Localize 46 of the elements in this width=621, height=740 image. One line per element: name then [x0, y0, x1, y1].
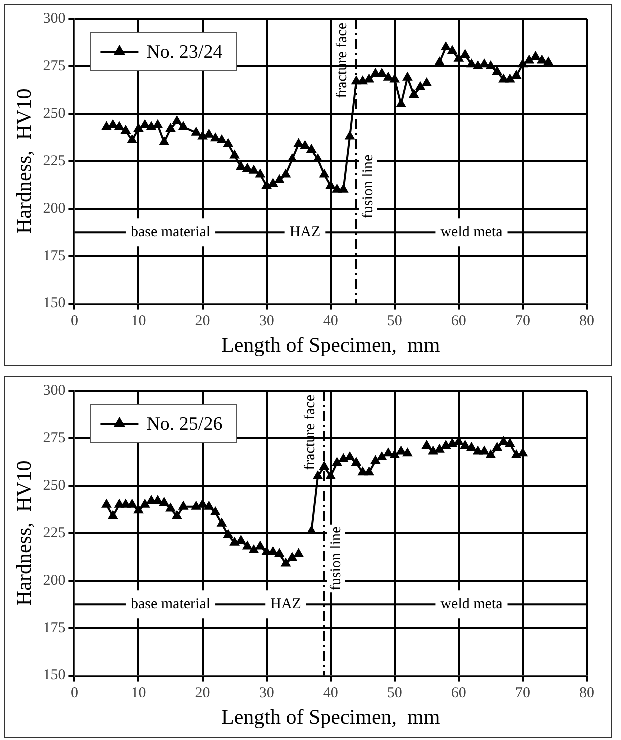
legend-label: No. 23/24 [146, 42, 224, 63]
annotation: HAZ [290, 224, 321, 241]
x-tick-label: 60 [451, 314, 466, 330]
ref-line-label: fusion line [360, 154, 376, 219]
x-tick-label: 10 [131, 314, 146, 330]
annotation: weld meta [440, 224, 504, 241]
y-tick-label: 300 [43, 382, 66, 399]
x-tick-label: 50 [387, 686, 402, 702]
y-tick-label: 200 [43, 572, 66, 589]
x-tick-label: 0 [70, 314, 78, 330]
annotation: weld meta [440, 596, 504, 613]
ref-line-label: fusion line [328, 526, 344, 591]
y-axis-title: Hardness, HV10 [12, 460, 36, 606]
x-tick-label: 60 [451, 686, 466, 702]
annotation: base material [130, 596, 211, 613]
x-tick-label: 70 [515, 314, 530, 330]
x-axis-title: Length of Specimen, mm [221, 332, 440, 357]
y-tick-label: 300 [43, 10, 66, 27]
x-tick-label: 20 [195, 686, 210, 702]
x-tick-label: 40 [323, 686, 338, 702]
x-tick-label: 80 [580, 686, 594, 702]
y-tick-label: 150 [43, 296, 66, 312]
annotation: base material [130, 224, 211, 241]
x-tick-label: 30 [259, 686, 274, 702]
y-tick-label: 175 [43, 248, 66, 264]
y-tick-label: 275 [43, 58, 66, 74]
x-tick-label: 70 [515, 686, 530, 702]
y-tick-label: 225 [43, 153, 66, 170]
x-tick-label: 0 [70, 686, 78, 702]
x-tick-label: 10 [131, 686, 146, 702]
x-tick-label: 20 [195, 314, 210, 330]
x-tick-label: 40 [323, 314, 338, 330]
y-tick-label: 275 [43, 430, 66, 446]
y-tick-label: 200 [43, 200, 66, 217]
x-tick-label: 30 [259, 314, 274, 330]
x-tick-label: 50 [387, 314, 402, 330]
x-tick-label: 80 [580, 314, 594, 330]
y-tick-label: 250 [43, 106, 66, 122]
y-tick-label: 225 [43, 525, 66, 542]
x-axis-title: Length of Specimen, mm [221, 704, 440, 729]
y-tick-label: 150 [43, 668, 66, 684]
legend-label: No. 25/26 [146, 414, 223, 435]
y-tick-label: 250 [43, 478, 66, 494]
annotation: HAZ [270, 596, 302, 613]
y-tick-label: 175 [43, 620, 66, 636]
y-axis-title: Hardness, HV10 [12, 88, 36, 234]
